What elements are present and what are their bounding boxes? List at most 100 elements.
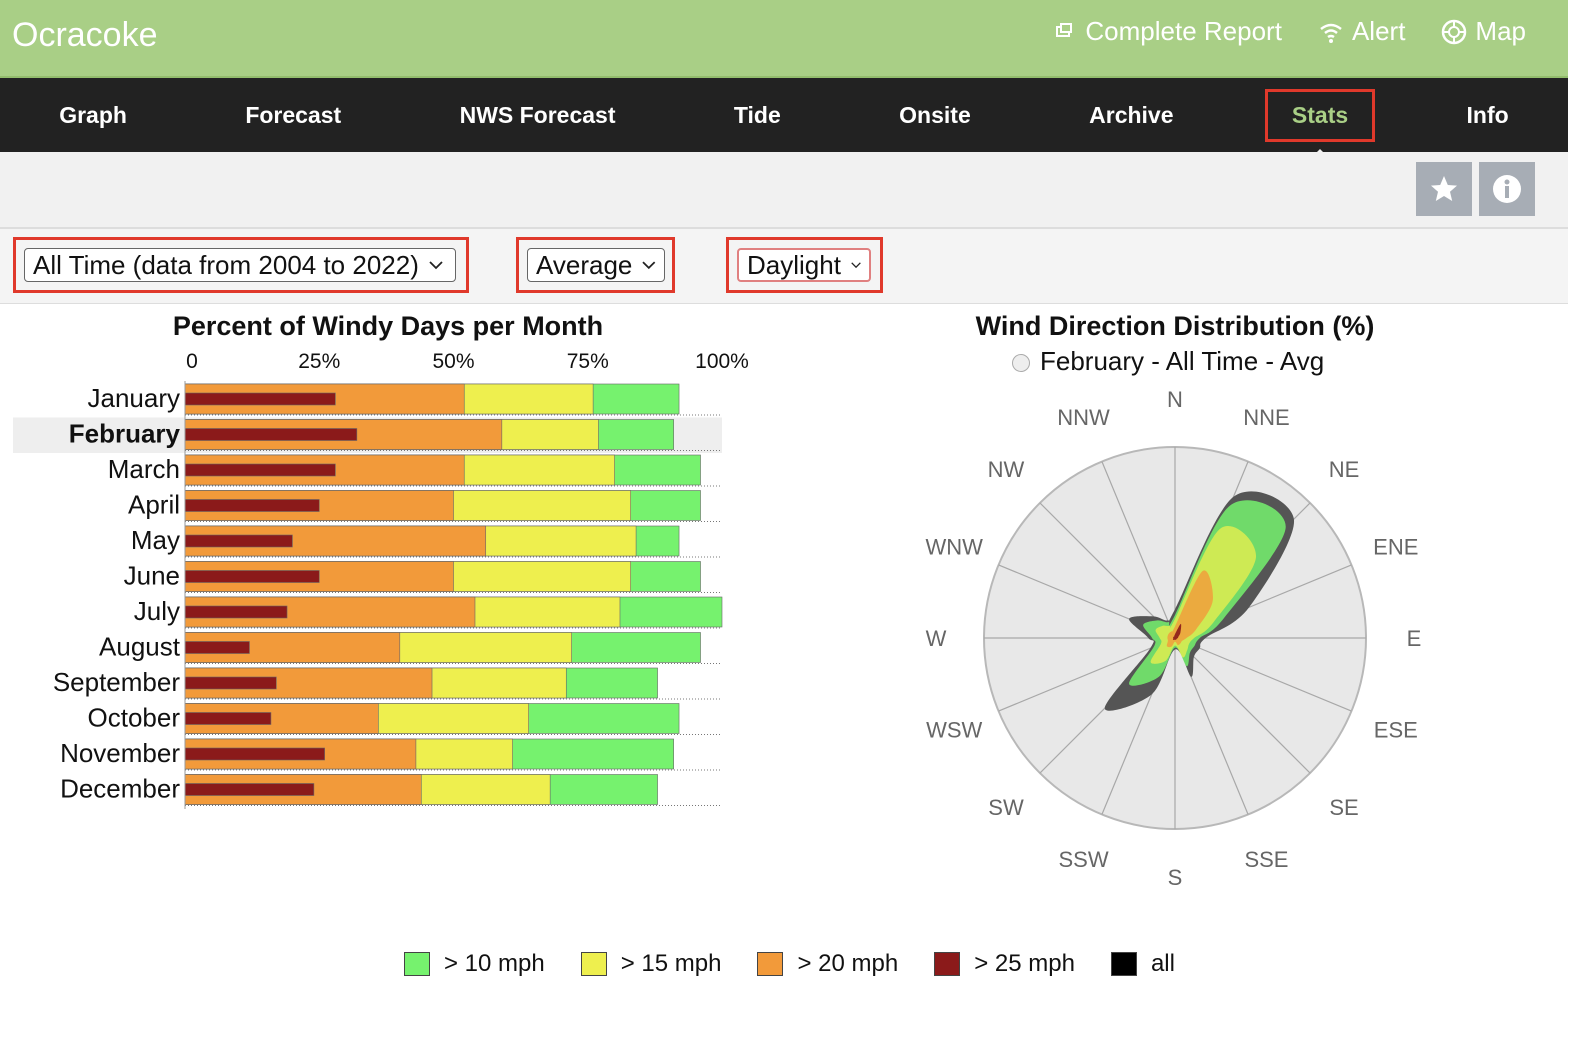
period-value: Daylight	[747, 249, 841, 280]
direction-label: NNE	[1243, 405, 1289, 430]
month-label[interactable]: April	[128, 490, 180, 520]
complete-report-link[interactable]: Complete Report	[1051, 16, 1282, 47]
month-label[interactable]: February	[69, 419, 181, 449]
legend-label: all	[1150, 950, 1175, 977]
filter-bar: All Time (data from 2004 to 2022) Averag…	[0, 229, 1568, 304]
direction-label: NW	[988, 457, 1025, 482]
stat-select[interactable]: Average	[527, 248, 665, 282]
period-select[interactable]: Daylight	[737, 248, 871, 282]
month-label[interactable]: June	[124, 561, 180, 591]
x-tick-label: 0	[186, 350, 198, 373]
info-button[interactable]	[1479, 162, 1535, 216]
direction-label: ESE	[1374, 717, 1418, 742]
main-nav: Graph Forecast NWS Forecast Tide Onsite …	[0, 78, 1568, 161]
legend-label: > 10 mph	[444, 950, 545, 977]
radar-spoke	[1039, 502, 1176, 639]
radar-series-area	[1172, 623, 1182, 641]
x-tick-label: 25%	[298, 350, 340, 373]
direction-label: ENE	[1373, 535, 1418, 560]
legend-item-all: all	[1110, 950, 1175, 978]
info-icon	[1493, 175, 1521, 203]
bar-segment[interactable]	[184, 605, 288, 619]
toolbar	[0, 152, 1568, 229]
month-label[interactable]: January	[88, 383, 181, 413]
bar-segment[interactable]	[184, 641, 250, 654]
legend-item-25mph: > 25 mph	[934, 950, 1075, 978]
direction-label: SSE	[1244, 847, 1288, 872]
month-label[interactable]: May	[131, 525, 180, 555]
alert-link[interactable]: Alert	[1318, 16, 1405, 47]
radar-spoke	[1174, 637, 1311, 774]
chevron-down-icon	[642, 261, 656, 270]
legend-label: > 20 mph	[797, 950, 899, 977]
month-label[interactable]: July	[134, 596, 180, 626]
bar-segment[interactable]	[184, 463, 336, 477]
tab-stats-label: Stats	[1291, 101, 1349, 128]
direction-label: NNW	[1057, 405, 1110, 430]
tab-archive[interactable]: Archive	[1089, 101, 1174, 128]
month-label[interactable]: August	[99, 632, 181, 662]
legend-swatch	[580, 952, 607, 976]
legend-label: > 15 mph	[620, 950, 722, 977]
month-label[interactable]: March	[108, 454, 180, 484]
tab-tide[interactable]: Tide	[733, 101, 781, 128]
legend-swatch	[757, 952, 784, 976]
tab-forecast[interactable]: Forecast	[245, 101, 342, 128]
bar-segment[interactable]	[184, 392, 336, 406]
legend-item-10mph: > 10 mph	[404, 950, 545, 978]
wifi-icon	[1320, 23, 1342, 43]
bar-segment[interactable]	[184, 747, 325, 761]
x-tick-label: 50%	[432, 350, 474, 373]
legend-item-15mph: > 15 mph	[580, 950, 722, 978]
bar-segment[interactable]	[184, 712, 272, 725]
month-label[interactable]: December	[60, 774, 180, 804]
tab-info[interactable]: Info	[1466, 101, 1509, 128]
direction-label: S	[1168, 865, 1183, 890]
direction-label: W	[926, 626, 947, 651]
windy-days-bar-chart: 0 25% 50% 75% 100% January February March April M…	[13, 350, 749, 809]
direction-label: WSW	[926, 717, 982, 742]
favorite-button[interactable]	[1416, 162, 1472, 216]
radar-spoke	[1101, 461, 1176, 639]
report-icon	[1056, 22, 1073, 37]
stat-value: Average	[536, 249, 633, 280]
tab-nws-forecast[interactable]: NWS Forecast	[459, 101, 616, 128]
direction-label: N	[1167, 387, 1183, 412]
legend-label: > 25 mph	[974, 950, 1075, 977]
direction-label: NE	[1329, 457, 1360, 482]
range-select[interactable]: All Time (data from 2004 to 2022)	[24, 248, 456, 282]
series-radio[interactable]	[1012, 354, 1030, 373]
legend: > 10 mph > 15 mph > 20 mph > 25 mph all	[404, 950, 1175, 978]
header-links: Complete Report Alert Map	[1051, 16, 1526, 47]
map-icon	[1442, 19, 1467, 44]
map-link[interactable]: Map	[1441, 16, 1526, 47]
bar-chart-title: Percent of Windy Days per Month	[172, 311, 604, 341]
bar-segment[interactable]	[184, 570, 320, 583]
bar-segment[interactable]	[184, 676, 277, 690]
legend-swatch	[404, 952, 430, 976]
complete-report-label: Complete Report	[1085, 16, 1282, 46]
month-label[interactable]: November	[60, 738, 180, 768]
bar-segment[interactable]	[184, 783, 315, 796]
direction-label: E	[1407, 626, 1422, 651]
direction-label: SW	[988, 795, 1024, 820]
legend-swatch	[1110, 952, 1137, 976]
site-title[interactable]: Ocracoke	[12, 16, 158, 54]
range-value: All Time (data from 2004 to 2022)	[33, 249, 419, 280]
month-label[interactable]: September	[53, 667, 181, 697]
stat-filter: Average	[516, 237, 675, 293]
tab-onsite[interactable]: Onsite	[899, 101, 971, 128]
month-label[interactable]: October	[88, 703, 181, 733]
legend-item-20mph: > 20 mph	[757, 950, 898, 978]
bar-segment[interactable]	[184, 428, 358, 441]
period-filter: Daylight	[726, 237, 883, 293]
radar-spoke	[998, 637, 1176, 712]
direction-label: SE	[1329, 795, 1358, 820]
range-filter: All Time (data from 2004 to 2022)	[13, 237, 469, 293]
bar-segment[interactable]	[184, 534, 293, 548]
star-icon	[1431, 176, 1457, 201]
bar-segment[interactable]	[184, 499, 320, 512]
tab-stats[interactable]: Stats	[1264, 88, 1376, 161]
direction-label: WNW	[925, 535, 983, 560]
tab-graph[interactable]: Graph	[59, 101, 127, 128]
